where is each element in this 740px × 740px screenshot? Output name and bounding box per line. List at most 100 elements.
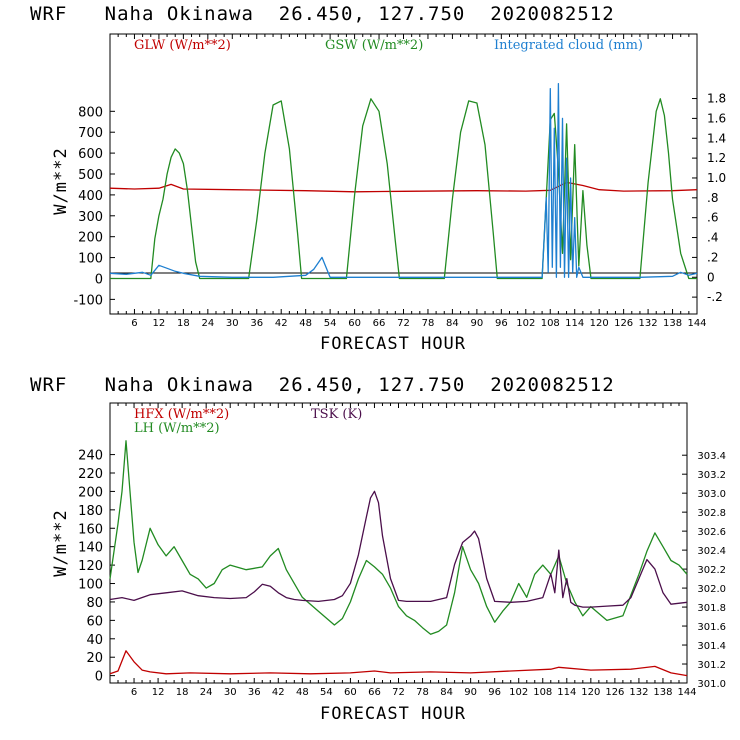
top-right-axis-ticks: -.2 0 .2 .4 .6 .8 1.0 1.2 1.4 1.6 1.8 xyxy=(692,92,726,304)
x-tick-label: 24 xyxy=(201,318,214,329)
left-y-tick-label: 600 xyxy=(78,147,103,162)
x-tick-label: 54 xyxy=(324,318,337,329)
x-tick-label: 90 xyxy=(471,318,484,329)
x-tick-label: 114 xyxy=(557,687,576,698)
x-tick-label: 96 xyxy=(495,318,508,329)
left-y-tick-label: 100 xyxy=(78,252,103,267)
left-y-tick-label: 140 xyxy=(78,541,103,556)
top-legend-gsw: GSW (W/m**2) xyxy=(325,38,423,53)
left-y-tick-label: 120 xyxy=(78,559,103,574)
bottom-y-axis-label: W/m**2 xyxy=(51,509,71,576)
x-tick-label: 114 xyxy=(565,318,584,329)
left-y-tick-label: 300 xyxy=(78,210,103,225)
left-y-tick-label: -100 xyxy=(73,293,103,308)
top-panel: WRF Naha Okinawa 26.450, 127.750 2020082… xyxy=(30,3,726,354)
x-tick-label: 108 xyxy=(533,687,552,698)
left-y-tick-label: 200 xyxy=(78,485,103,500)
top-series-lines xyxy=(109,82,698,280)
x-tick-label: 12 xyxy=(152,687,165,698)
right-y-tick-label: 1.4 xyxy=(707,131,726,145)
x-tick-label: 108 xyxy=(541,318,560,329)
right-y-tick-label: 302.8 xyxy=(697,508,726,519)
bottom-left-axis-ticks: 0 20 40 60 80 100 120 140 160 180 200 220 240 xyxy=(78,449,115,685)
left-y-tick-label: 0 xyxy=(95,272,103,287)
left-y-tick-label: 20 xyxy=(86,651,103,666)
right-y-tick-label: .2 xyxy=(707,250,718,264)
bottom-legend-lh: LH (W/m**2) xyxy=(134,421,220,436)
left-y-tick-label: 160 xyxy=(78,522,103,537)
left-y-tick-label: 500 xyxy=(78,168,103,183)
x-tick-label: 144 xyxy=(687,318,706,329)
x-tick-label: 120 xyxy=(581,687,600,698)
series-line-tsk xyxy=(109,490,688,608)
x-tick-label: 24 xyxy=(200,687,213,698)
left-y-tick-label: 220 xyxy=(78,467,103,482)
series-line-glw xyxy=(109,181,698,193)
x-tick-label: 96 xyxy=(488,687,501,698)
right-y-tick-label: 301.2 xyxy=(697,660,726,671)
left-y-tick-label: 40 xyxy=(86,633,103,648)
x-tick-label: 36 xyxy=(250,318,263,329)
bottom-plot-frame xyxy=(109,402,688,684)
right-y-tick-label: 1.6 xyxy=(707,111,726,125)
right-y-tick-label: 303.4 xyxy=(697,451,726,462)
left-y-tick-label: 200 xyxy=(78,231,103,246)
x-tick-label: 30 xyxy=(226,318,239,329)
x-tick-label: 48 xyxy=(296,687,309,698)
top-left-axis-ticks: -100 0 100 200 300 400 500 600 700 800 xyxy=(73,105,115,308)
x-tick-label: 42 xyxy=(275,318,288,329)
right-y-tick-label: .4 xyxy=(707,231,718,245)
x-tick-label: 84 xyxy=(446,318,459,329)
x-tick-label: 126 xyxy=(614,318,633,329)
right-y-tick-label: 302.4 xyxy=(697,546,726,557)
right-y-tick-label: -.2 xyxy=(707,290,723,304)
x-tick-label: 66 xyxy=(373,318,386,329)
x-tick-label: 120 xyxy=(590,318,609,329)
right-y-tick-label: 1.2 xyxy=(707,151,726,165)
x-tick-label: 132 xyxy=(639,318,658,329)
x-tick-label: 138 xyxy=(653,687,672,698)
x-tick-label: 78 xyxy=(422,318,435,329)
bottom-panel: WRF Naha Okinawa 26.450, 127.750 2020082… xyxy=(30,374,726,724)
x-tick-label: 132 xyxy=(629,687,648,698)
top-x-axis-label: FORECAST HOUR xyxy=(320,334,466,354)
x-tick-label: 126 xyxy=(605,687,624,698)
top-legend-cloud: Integrated cloud (mm) xyxy=(494,38,643,53)
x-tick-label: 78 xyxy=(416,687,429,698)
right-y-tick-label: 303.2 xyxy=(697,470,726,481)
right-y-tick-label: 1.8 xyxy=(707,92,726,106)
x-tick-label: 72 xyxy=(397,318,410,329)
x-tick-label: 102 xyxy=(516,318,535,329)
x-tick-label: 42 xyxy=(272,687,285,698)
left-y-tick-label: 60 xyxy=(86,614,103,629)
top-chart-title: WRF Naha Okinawa 26.450, 127.750 2020082… xyxy=(30,3,615,25)
right-y-tick-label: 302.0 xyxy=(697,584,726,595)
left-y-tick-label: 240 xyxy=(78,449,103,464)
top-x-axis-ticks: 6 12 18 24 30 36 42 48 54 60 66 72 78 84 90 96 102 108 114… xyxy=(109,34,707,329)
series-line-integrated xyxy=(109,82,698,278)
left-y-tick-label: 400 xyxy=(78,189,103,204)
right-y-tick-label: 301.8 xyxy=(697,603,726,614)
right-y-tick-label: .8 xyxy=(707,191,718,205)
x-tick-label: 36 xyxy=(248,687,261,698)
x-tick-label: 18 xyxy=(177,318,190,329)
right-y-tick-label: .6 xyxy=(707,211,718,225)
x-tick-label: 90 xyxy=(464,687,477,698)
x-tick-label: 18 xyxy=(176,687,189,698)
top-legend-glw: GLW (W/m**2) xyxy=(134,38,231,53)
x-tick-label: 102 xyxy=(509,687,528,698)
bottom-x-axis-label: FORECAST HOUR xyxy=(320,704,466,724)
left-y-tick-label: 0 xyxy=(95,670,103,685)
x-tick-label: 144 xyxy=(677,687,696,698)
bottom-legend-tsk: TSK (K) xyxy=(311,407,362,422)
x-tick-label: 6 xyxy=(131,318,137,329)
bottom-x-axis-ticks: 6 12 18 24 30 36 42 48 54 60 66 72 78 84 90 96 102 108 114… xyxy=(109,403,697,698)
right-y-tick-label: 303.0 xyxy=(697,489,726,500)
bottom-legend-hfx: HFX (W/m**2) xyxy=(134,407,229,422)
right-y-tick-label: 302.6 xyxy=(697,527,726,538)
x-tick-label: 60 xyxy=(348,318,361,329)
x-tick-label: 72 xyxy=(392,687,405,698)
right-y-tick-label: 1.0 xyxy=(707,171,726,185)
x-tick-label: 12 xyxy=(153,318,166,329)
